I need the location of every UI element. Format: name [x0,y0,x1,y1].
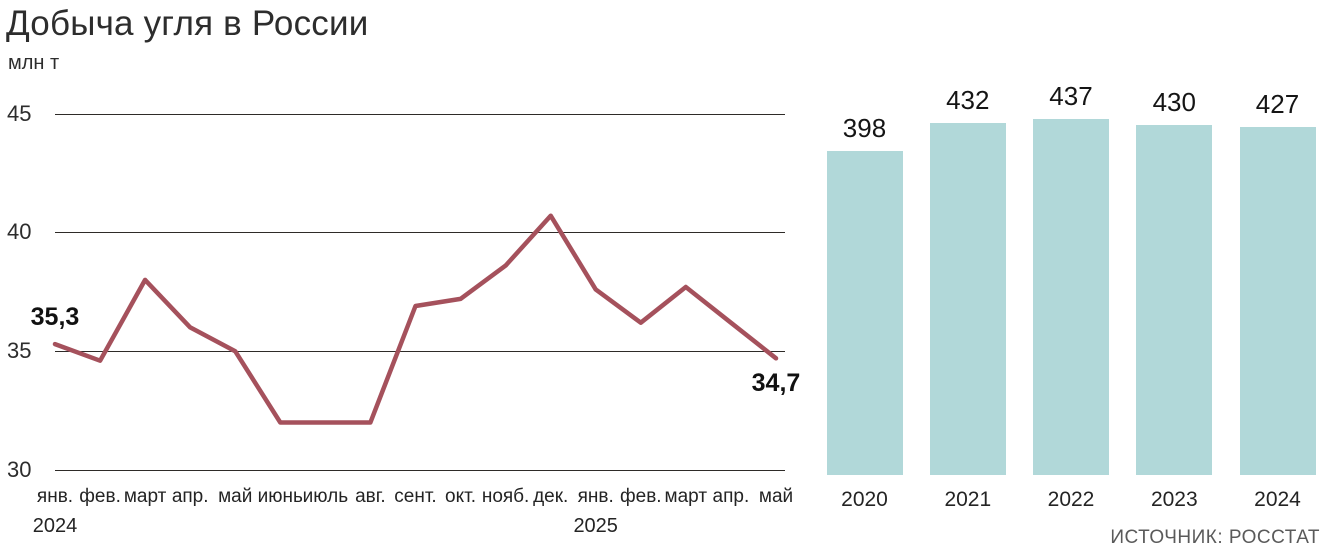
month-tick-label: июнь [257,486,303,507]
month-tick-label: окт. [445,486,476,507]
chart-title: Добыча угля в России [6,4,369,43]
month-tick-label: июль [302,486,349,507]
bar-2023 [1136,124,1213,475]
bar-value-label: 437 [1049,81,1093,111]
month-tick-label: дек. [533,486,569,507]
y-axis-unit-label: млн т [8,52,60,74]
y-tick-label-40: 40 [7,219,32,245]
month-tick-label: янв. [36,486,74,507]
grid-line-35 [55,351,785,353]
bar-value-label: 432 [946,85,990,116]
y-tick-label-45: 45 [7,100,32,126]
bar-category-label: 2021 [944,488,992,511]
month-tick-label: апр. [712,486,750,507]
y-tick-label-35: 35 [7,338,32,364]
bar-2022 [1033,119,1109,475]
bar-value-label: 398 [842,112,887,143]
grid-line-40 [55,232,785,234]
bar-category-label: 2023 [1150,488,1198,511]
bar-value-label: 427 [1255,89,1300,120]
month-tick-label: фев. [79,486,121,507]
month-tick-label: сент. [394,486,437,507]
bar-category-label: 2022 [1047,488,1095,511]
month-tick-label: нояб. [481,486,530,507]
month-tick-label: май [218,486,253,507]
source-credit: ИСТОЧНИК: РОССТАТ [1110,527,1320,548]
month-tick-label: авг. [355,486,386,507]
bar-category-label: 2024 [1254,488,1301,511]
month-tick-label: март [123,486,167,507]
month-tick-label: апр. [171,486,209,507]
year-label-2025: 2025 [573,515,618,537]
month-tick-label: янв. [577,486,614,507]
bar-2024 [1239,127,1316,475]
grid-line-30 [55,470,785,472]
bar-2020 [826,150,903,475]
year-label-2024: 2024 [32,515,78,537]
month-tick-label: март [664,486,708,507]
bar-value-label: 430 [1152,86,1196,117]
grid-line-45 [55,113,785,115]
bar-2021 [929,123,1006,475]
month-tick-label: фев. [620,486,662,507]
point-value-annotation: 35,3 [30,303,80,332]
bar-category-label: 2020 [841,488,888,511]
y-tick-label-30: 30 [7,457,32,483]
point-value-annotation: 34,7 [751,369,801,398]
month-tick-label: май [758,486,794,507]
coal-production-line [52,213,779,425]
